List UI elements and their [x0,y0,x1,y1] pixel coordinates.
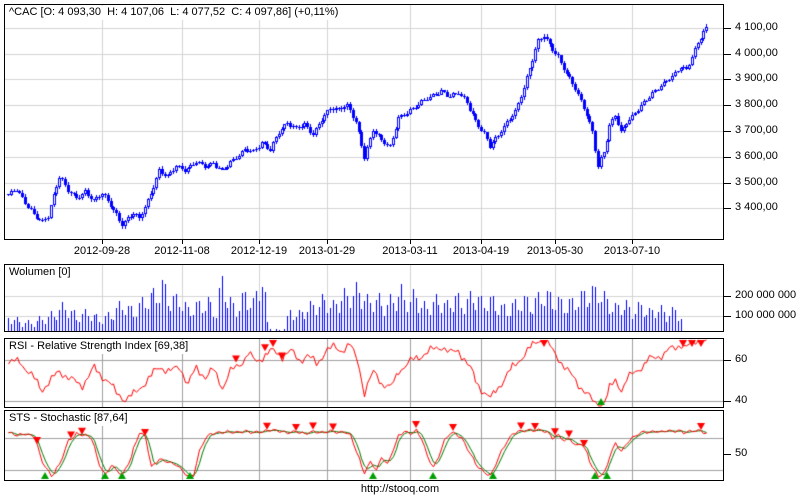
volume-chart-canvas [5,265,723,331]
volume-panel: Wolumen [0] [4,264,724,332]
y-axis-tick [724,79,731,80]
x-axis-tick [632,240,633,244]
x-axis-tick [555,240,556,244]
volume-panel-title: Wolumen [0] [7,266,75,280]
price-panel-title: ^CAC [O: 4 093,30 H: 4 107,06 L: 4 077,5… [7,6,343,20]
date-label: 2013-04-19 [452,245,510,257]
date-label: 2013-01-29 [298,245,356,257]
price-y-axis-label: 4 000,00 [735,47,778,59]
stochastic-y-axis-label: 50 [735,447,748,459]
price-y-axis-label: 4 100,00 [735,21,778,33]
price-panel: ^CAC [O: 4 093,30 H: 4 107,06 L: 4 077,5… [4,4,724,240]
footer-url: http://stooq.com [360,483,440,495]
date-label: 2012-12-19 [230,245,288,257]
y-axis-tick [724,454,731,455]
date-label: 2012-11-08 [154,245,210,257]
date-label: 2013-03-11 [382,245,438,257]
price-y-axis-label: 3 800,00 [735,98,778,110]
y-axis-tick [724,28,731,29]
y-axis-tick [724,157,731,158]
price-y-axis-label: 3 600,00 [735,150,778,162]
x-axis-tick [102,240,103,244]
price-y-axis-label: 3 400,00 [735,201,778,213]
stochastic-panel-title: STS - Stochastic [87,64] [7,412,132,426]
y-axis-tick [724,296,731,297]
price-y-axis-label: 3 900,00 [735,72,778,84]
rsi-y-axis-label: 60 [735,353,748,365]
y-axis-tick [724,401,731,402]
volume-y-axis-label: 200 000 000 [735,289,797,301]
y-axis-tick [724,316,731,317]
price-y-axis-label: 3 700,00 [735,124,778,136]
x-axis-tick [259,240,260,244]
x-axis-tick [410,240,411,244]
rsi-y-axis-label: 40 [735,394,748,406]
y-axis-tick [724,183,731,184]
y-axis-tick [724,131,731,132]
x-axis-tick [481,240,482,244]
date-label: 2012-09-28 [73,245,131,257]
x-axis-tick [182,240,183,244]
price-chart-canvas [5,5,723,239]
y-axis-tick [724,360,731,361]
date-label: 2013-05-30 [526,245,584,257]
rsi-panel: RSI - Relative Strength Index [69,38] [4,338,724,408]
stochastic-panel: STS - Stochastic [87,64] [4,410,724,481]
y-axis-tick [724,208,731,209]
y-axis-tick [724,54,731,55]
volume-y-axis-label: 100 000 000 [735,309,797,321]
x-axis-tick [327,240,328,244]
y-axis-tick [724,105,731,106]
rsi-panel-title: RSI - Relative Strength Index [69,38] [7,340,193,354]
price-y-axis-label: 3 500,00 [735,176,778,188]
date-label: 2013-07-10 [603,245,661,257]
